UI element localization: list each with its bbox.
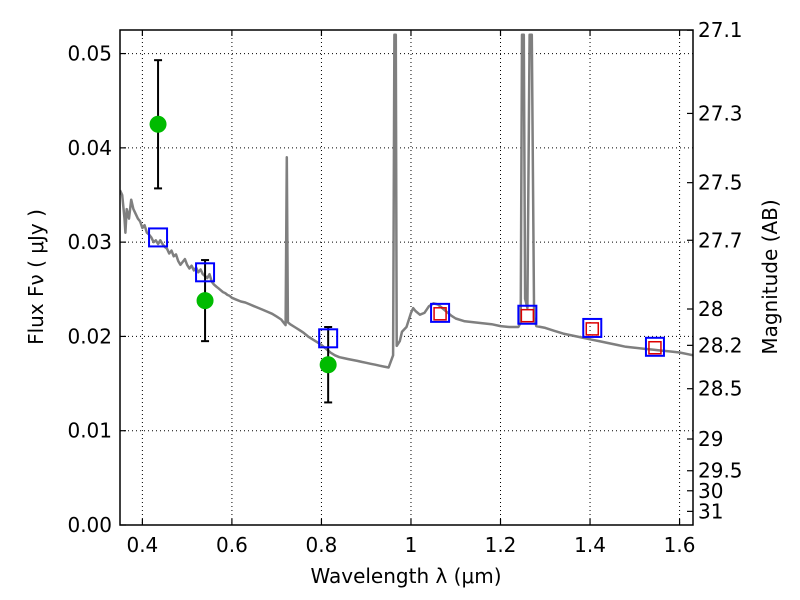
model-square	[148, 227, 169, 248]
magnitude-tick-label: 29.5	[698, 459, 743, 483]
model-square	[195, 262, 216, 283]
model-square	[517, 304, 538, 325]
model-square	[582, 317, 603, 338]
model-square-red	[520, 308, 535, 323]
observed-point	[196, 292, 214, 310]
magnitude-tick-label: 31	[698, 499, 723, 523]
model-square-red	[648, 340, 662, 355]
x-tick-label: 0.4	[126, 533, 158, 557]
plot-frame	[119, 29, 694, 526]
x-tick-label: 0.6	[216, 533, 248, 557]
observed-point	[319, 356, 337, 374]
y-tick-label: 0.03	[67, 230, 112, 254]
model-square-red	[433, 307, 447, 321]
y-tick-label: 0.01	[67, 419, 112, 443]
magnitude-tick-label: 27.3	[698, 101, 743, 125]
magnitude-tick-label: 28.5	[698, 377, 743, 401]
observed-point	[149, 115, 167, 133]
y-tick-label: 0.00	[67, 513, 112, 537]
model-square-red	[585, 322, 600, 336]
y-axis-label: Flux Fν ( μJy )	[24, 209, 48, 345]
magnitude-tick-label: 28.2	[698, 333, 743, 357]
x-axis-ticks: 0.4 0.6 0.8 1 1.2 1.4 1.6	[126, 30, 695, 557]
y-tick-label: 0.05	[67, 42, 112, 66]
x-tick-label: 1.6	[664, 533, 696, 557]
magnitude-tick-label: 27.7	[698, 228, 743, 252]
x-tick-label: 0.8	[306, 533, 338, 557]
y-axis-label-right: Magnitude (AB)	[758, 199, 782, 354]
x-tick-label: 1.2	[485, 533, 517, 557]
x-tick-label: 1.4	[574, 533, 606, 557]
model-square	[318, 328, 339, 349]
spectrum-line	[120, 33, 693, 369]
magnitude-tick-label: 27.5	[698, 171, 743, 195]
observed-points	[149, 115, 337, 374]
model-squares	[148, 227, 665, 357]
x-tick-label: 1	[405, 533, 418, 557]
model-square	[644, 336, 665, 357]
magnitude-tick-label: 27.1	[698, 18, 743, 42]
model-square	[430, 302, 451, 323]
y-tick-label: 0.04	[67, 136, 112, 160]
y-tick-label: 0.02	[67, 324, 112, 348]
magnitude-tick-label: 28	[698, 297, 723, 321]
magnitude-tick-label: 29	[698, 427, 723, 451]
y-axis-ticks: 0.00 0.01 0.02 0.03 0.04 0.05	[67, 42, 126, 537]
plot-area	[120, 33, 693, 404]
grid-lines	[120, 30, 693, 526]
magnitude-tick-label: 30	[698, 479, 723, 503]
x-axis-label: Wavelength λ (μm)	[310, 564, 501, 588]
